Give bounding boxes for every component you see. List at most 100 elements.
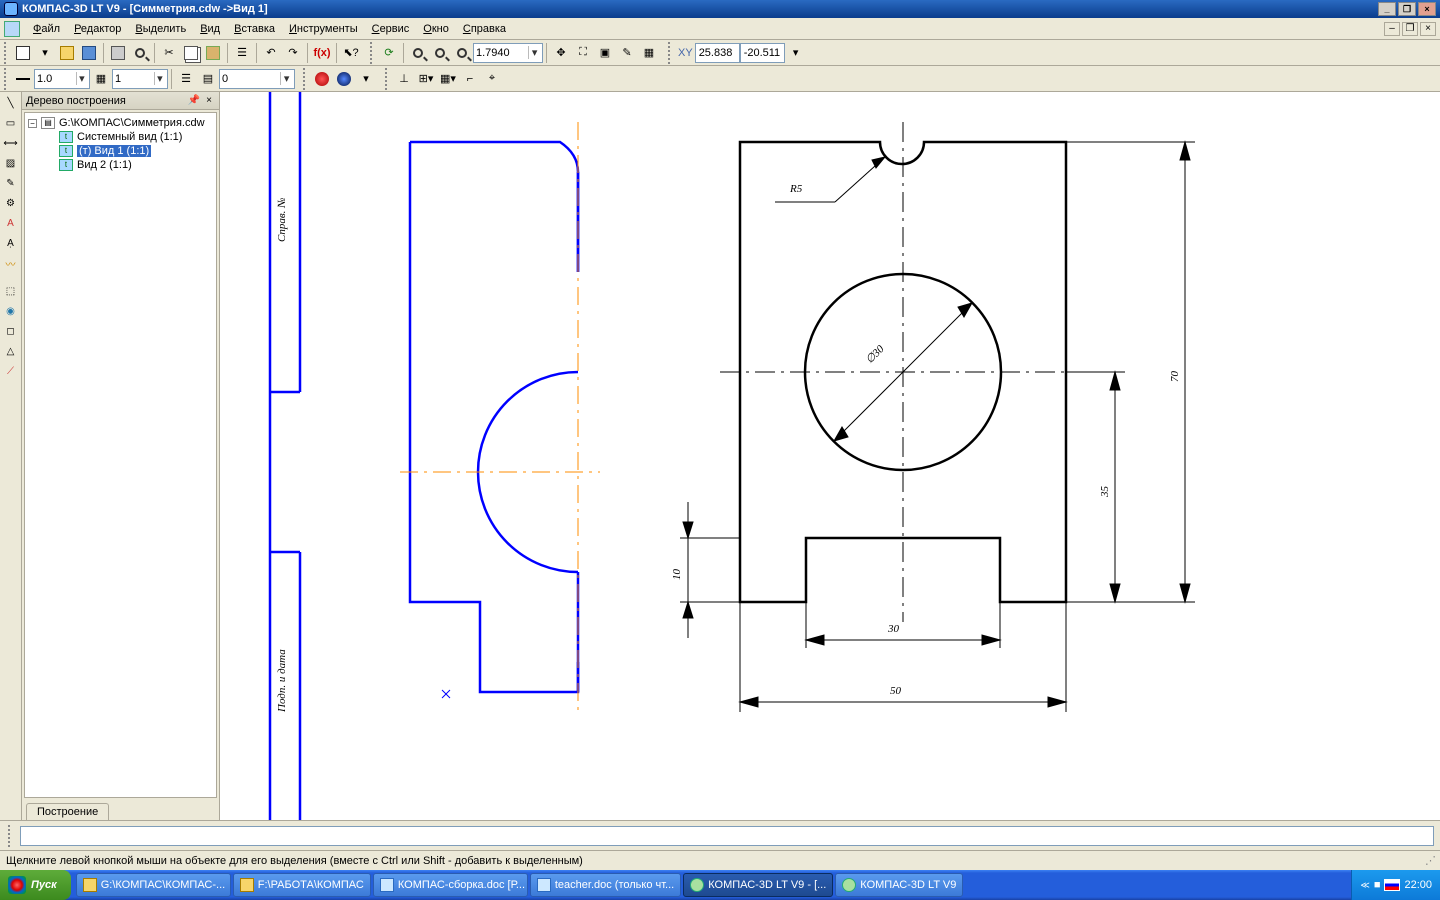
refresh-button[interactable]: ⟳ xyxy=(378,42,400,64)
close-button[interactable]: × xyxy=(1418,2,1436,16)
grid-button[interactable]: ▦▾ xyxy=(437,68,459,90)
mdi-restore-button[interactable]: ❐ xyxy=(1402,22,1418,36)
line-width-combo[interactable]: ▾ xyxy=(34,69,90,89)
command-input[interactable] xyxy=(20,826,1434,846)
layer-combo[interactable]: ▾ xyxy=(219,69,295,89)
layer-color-button[interactable]: ▤ xyxy=(197,68,219,90)
paste-button[interactable] xyxy=(202,42,224,64)
variables-button[interactable]: f(x) xyxy=(311,42,333,64)
system-tray[interactable]: ≪ ■ 22:00 xyxy=(1351,870,1440,900)
snap-button[interactable]: ⌐ xyxy=(459,68,481,90)
copy-button[interactable] xyxy=(180,42,202,64)
magnet-red-button[interactable] xyxy=(311,68,333,90)
tool-edit-icon[interactable]: ✎ xyxy=(2,174,20,192)
zoom-all-button[interactable]: ▣ xyxy=(594,42,616,64)
tree-view-node[interactable]: tВид 2 (1:1) xyxy=(28,158,213,172)
line-style2-button[interactable]: ▦ xyxy=(90,68,112,90)
zoom-fit-button[interactable]: ⛶ xyxy=(572,42,594,64)
snap-grid-button[interactable]: ⊞▾ xyxy=(415,68,437,90)
taskbar-task[interactable]: КОМПАС-3D LT V9 xyxy=(835,873,963,897)
magnet-drop-button[interactable]: ▾ xyxy=(355,68,377,90)
help-cursor-button[interactable]: ⬉? xyxy=(340,42,362,64)
layers-button[interactable]: ▦ xyxy=(638,42,660,64)
minimize-button[interactable]: _ xyxy=(1378,2,1396,16)
tool-hatch-icon[interactable]: ▨ xyxy=(2,154,20,172)
tool-dim-icon[interactable]: ⟷ xyxy=(2,134,20,152)
tool-line-icon[interactable]: ╲ xyxy=(2,94,20,112)
tool-rect-icon[interactable]: ▭ xyxy=(2,114,20,132)
mdi-minimize-button[interactable]: – xyxy=(1384,22,1400,36)
toolbar-grip[interactable] xyxy=(668,42,674,64)
tool-more2-icon[interactable]: △ xyxy=(2,342,20,360)
tray-app-icon[interactable]: ■ xyxy=(1374,879,1381,891)
toolbar-grip[interactable] xyxy=(385,68,391,90)
coord-x-field[interactable]: 25.838 xyxy=(695,43,740,63)
taskbar-task[interactable]: КОМПАС-3D LT V9 - [... xyxy=(683,873,833,897)
ortho-button[interactable]: ⊥ xyxy=(393,68,415,90)
zoom-in-button[interactable] xyxy=(407,42,429,64)
save-button[interactable] xyxy=(78,42,100,64)
zoom-window-button[interactable] xyxy=(451,42,473,64)
print-button[interactable] xyxy=(107,42,129,64)
menu-инструменты[interactable]: Инструменты xyxy=(282,21,365,37)
taskbar-task[interactable]: F:\РАБОТА\КОМПАС xyxy=(233,873,371,897)
toolbar-grip[interactable] xyxy=(4,68,10,90)
measure-button[interactable]: ✎ xyxy=(616,42,638,64)
mdi-close-button[interactable]: × xyxy=(1420,22,1436,36)
tool-more3-icon[interactable]: ⟋ xyxy=(2,362,20,380)
taskbar-task[interactable]: teacher.doc (только чт... xyxy=(530,873,681,897)
tree-tab-build[interactable]: Построение xyxy=(26,803,109,820)
tool-view-icon[interactable]: ⬚ xyxy=(2,282,20,300)
line-type-combo[interactable]: ▾ xyxy=(112,69,168,89)
zoom-out-button[interactable] xyxy=(429,42,451,64)
coord-drop-button[interactable]: ▾ xyxy=(785,42,807,64)
resize-grip-icon[interactable]: ⋰ xyxy=(1425,854,1434,867)
menu-справка[interactable]: Справка xyxy=(456,21,513,37)
menu-окно[interactable]: Окно xyxy=(416,21,456,37)
taskbar-task[interactable]: КОМПАС-сборка.doc [Р... xyxy=(373,873,528,897)
taskbar-task[interactable]: G:\КОМПАС\КОМПАС-... xyxy=(76,873,231,897)
menu-выделить[interactable]: Выделить xyxy=(128,21,193,37)
tool-text2-icon[interactable]: Ạ xyxy=(2,234,20,252)
language-icon[interactable] xyxy=(1384,879,1400,891)
pin-icon[interactable]: 📌 xyxy=(185,95,203,106)
tool-text-icon[interactable]: A xyxy=(2,214,20,232)
toolbar-grip[interactable] xyxy=(303,68,309,90)
toolbar-grip[interactable] xyxy=(370,42,376,64)
menu-вид[interactable]: Вид xyxy=(193,21,227,37)
cut-button[interactable]: ✂ xyxy=(158,42,180,64)
preview-button[interactable] xyxy=(129,42,151,64)
tree-root-node[interactable]: − ▤ G:\КОМПАС\Симметрия.cdw xyxy=(28,116,213,130)
magnet-blue-button[interactable] xyxy=(333,68,355,90)
new-drop-button[interactable]: ▾ xyxy=(34,42,56,64)
undo-button[interactable]: ↶ xyxy=(260,42,282,64)
restore-button[interactable]: ❐ xyxy=(1398,2,1416,16)
toolbar-grip[interactable] xyxy=(8,825,14,847)
toolbar-grip[interactable] xyxy=(4,42,10,64)
origin-button[interactable]: ⌖ xyxy=(481,68,503,90)
tree-body[interactable]: − ▤ G:\КОМПАС\Симметрия.cdw tСистемный в… xyxy=(24,112,217,798)
start-button[interactable]: Пуск xyxy=(0,870,71,900)
zoom-combo[interactable]: ▾ xyxy=(473,43,543,63)
coord-y-field[interactable]: -20.511 xyxy=(740,43,785,63)
tool-world-icon[interactable]: ◉ xyxy=(2,302,20,320)
properties-button[interactable]: ☰ xyxy=(231,42,253,64)
open-button[interactable] xyxy=(56,42,78,64)
menu-вставка[interactable]: Вставка xyxy=(227,21,282,37)
pan-button[interactable]: ✥ xyxy=(550,42,572,64)
tool-more1-icon[interactable]: ◻ xyxy=(2,322,20,340)
tree-view-node[interactable]: t(т) Вид 1 (1:1) xyxy=(28,144,213,158)
redo-button[interactable]: ↷ xyxy=(282,42,304,64)
new-button[interactable] xyxy=(12,42,34,64)
tree-close-icon[interactable]: × xyxy=(203,95,215,106)
drawing-canvas[interactable]: Справ. № Подп. и дата R5 xyxy=(220,92,1440,820)
line-style-button[interactable] xyxy=(12,68,34,90)
zoom-input[interactable] xyxy=(476,47,528,59)
layer-tool-button[interactable]: ☰ xyxy=(175,68,197,90)
mdi-doc-icon[interactable] xyxy=(4,21,20,37)
menu-файл[interactable]: Файл xyxy=(26,21,67,37)
tree-view-node[interactable]: tСистемный вид (1:1) xyxy=(28,130,213,144)
tray-expand-icon[interactable]: ≪ xyxy=(1360,880,1369,891)
menu-сервис[interactable]: Сервис xyxy=(365,21,417,37)
menu-редактор[interactable]: Редактор xyxy=(67,21,128,37)
